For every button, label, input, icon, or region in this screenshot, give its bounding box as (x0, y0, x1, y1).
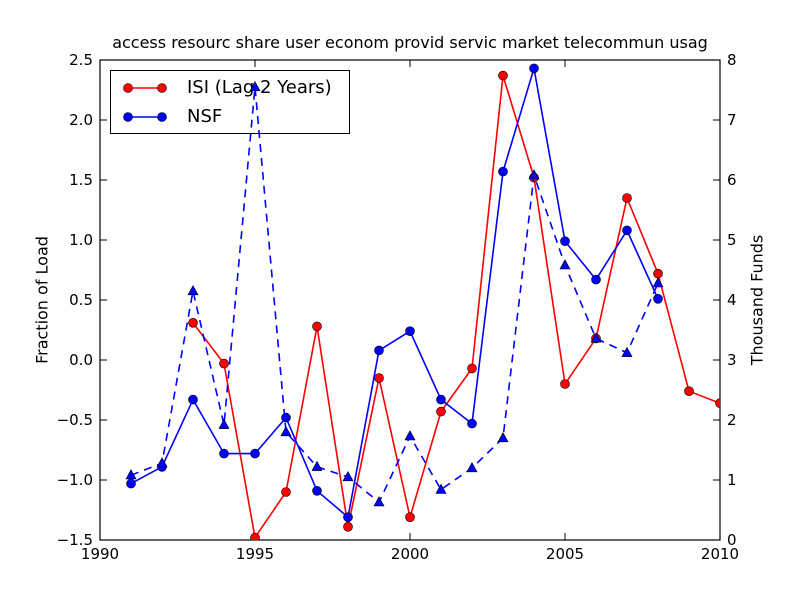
isi-marker (436, 406, 446, 417)
y-left-tick-label: 2.5 (69, 51, 93, 69)
y-left-tick-label: −1.5 (57, 531, 93, 549)
isi-marker (405, 512, 415, 523)
isi-line (192, 75, 720, 540)
thousand-funds-dashed-marker (249, 80, 261, 92)
nsf-marker (591, 274, 601, 285)
isi-marker (560, 379, 570, 389)
isi-marker (715, 398, 720, 408)
thousand-funds-dashed-marker (187, 284, 199, 296)
thousand-funds-dashed-marker (466, 461, 478, 473)
y-right-tick-label: 2 (727, 411, 737, 429)
nsf-line (130, 68, 659, 519)
thousand-funds-dashed-marker (342, 470, 354, 482)
isi-marker (498, 70, 508, 81)
nsf-marker (498, 166, 508, 177)
isi-marker (219, 358, 229, 369)
nsf-marker (312, 485, 322, 496)
y-left-tick-label: 1.0 (69, 231, 93, 249)
y-left-tick-label: 0.0 (69, 351, 93, 369)
nsf-marker (219, 448, 229, 459)
y-axis-label-left: Fraction of Load (32, 236, 52, 364)
thousand-funds-dashed-marker (125, 469, 137, 480)
nsf-marker (188, 394, 198, 405)
nsf-marker (467, 418, 477, 429)
nsf-marker (405, 326, 415, 337)
x-tick-label: 1990 (81, 545, 119, 563)
thousand-funds-dashed-marker (559, 259, 571, 270)
y-right-tick-label: 8 (727, 51, 737, 69)
legend-entry-isi: ISI (Lag 2 Years) (119, 74, 341, 102)
thousand-funds-dashed-marker (528, 169, 540, 180)
isi-marker (343, 521, 353, 532)
nsf-marker (281, 412, 291, 423)
x-tick-label: 2000 (391, 545, 429, 563)
thousand-funds-dashed-marker (435, 483, 447, 494)
legend-isi-marker (123, 82, 167, 93)
nsf-marker (436, 394, 446, 405)
thousand-funds-dashed-marker (590, 332, 602, 343)
legend: ISI (Lag 2 Years) NSF (110, 70, 350, 134)
nsf-marker (343, 512, 353, 523)
y-right-tick-label: 7 (727, 111, 737, 129)
y-left-tick-label: −0.5 (57, 411, 93, 429)
isi-marker (622, 193, 632, 203)
isi-marker (250, 532, 260, 540)
isi-marker (188, 317, 198, 328)
y-left-tick-label: 0.5 (69, 291, 93, 309)
y-right-tick-label: 4 (727, 291, 737, 309)
y-axis-label-right: Thousand Funds (747, 234, 767, 366)
nsf-marker (622, 225, 632, 236)
isi-marker (374, 373, 384, 383)
nsf-marker (250, 448, 260, 459)
chart-title: access resourc share user econom provid … (112, 33, 708, 52)
x-tick-label: 2005 (546, 545, 584, 563)
nsf-marker (126, 478, 136, 489)
nsf-marker (529, 63, 539, 74)
x-tick-label: 2010 (701, 545, 739, 563)
y-left-tick-label: 2.0 (69, 111, 93, 129)
thousand-funds-dashed-line (130, 86, 659, 504)
legend-label-isi: ISI (Lag 2 Years) (187, 77, 332, 98)
y-left-tick-label: 1.5 (69, 171, 93, 189)
legend-entry-nsf: NSF (119, 103, 341, 131)
thousand-funds-dashed-marker (311, 460, 323, 471)
isi-marker (312, 321, 322, 332)
y-right-tick-label: 3 (727, 351, 737, 369)
plot-frame (99, 59, 721, 541)
legend-nsf-marker (123, 111, 167, 122)
isi-marker (467, 363, 477, 374)
thousand-funds-dashed-marker (280, 425, 292, 437)
thousand-funds-dashed-marker (218, 418, 230, 429)
thousand-funds-dashed-marker (497, 431, 509, 443)
x-tick-label: 1995 (236, 545, 274, 563)
y-left-tick-label: −1.0 (57, 471, 93, 489)
y-right-tick-label: 1 (727, 471, 737, 489)
nsf-marker (374, 345, 384, 356)
series-layer (125, 63, 720, 540)
isi-marker (653, 268, 663, 279)
y-right-tick-label: 6 (727, 171, 737, 189)
y-right-tick-label: 0 (727, 531, 737, 549)
isi-marker (281, 487, 291, 497)
legend-label-nsf: NSF (187, 106, 223, 127)
isi-marker (684, 386, 694, 397)
thousand-funds-dashed-marker (404, 430, 416, 441)
thousand-funds-dashed-marker (621, 346, 633, 357)
y-right-tick-label: 5 (727, 231, 737, 249)
nsf-marker (560, 236, 570, 246)
thousand-funds-dashed-marker (156, 457, 168, 468)
thousand-funds-dashed-marker (373, 496, 385, 507)
nsf-marker (653, 293, 663, 304)
thousand-funds-dashed-marker (652, 277, 664, 288)
